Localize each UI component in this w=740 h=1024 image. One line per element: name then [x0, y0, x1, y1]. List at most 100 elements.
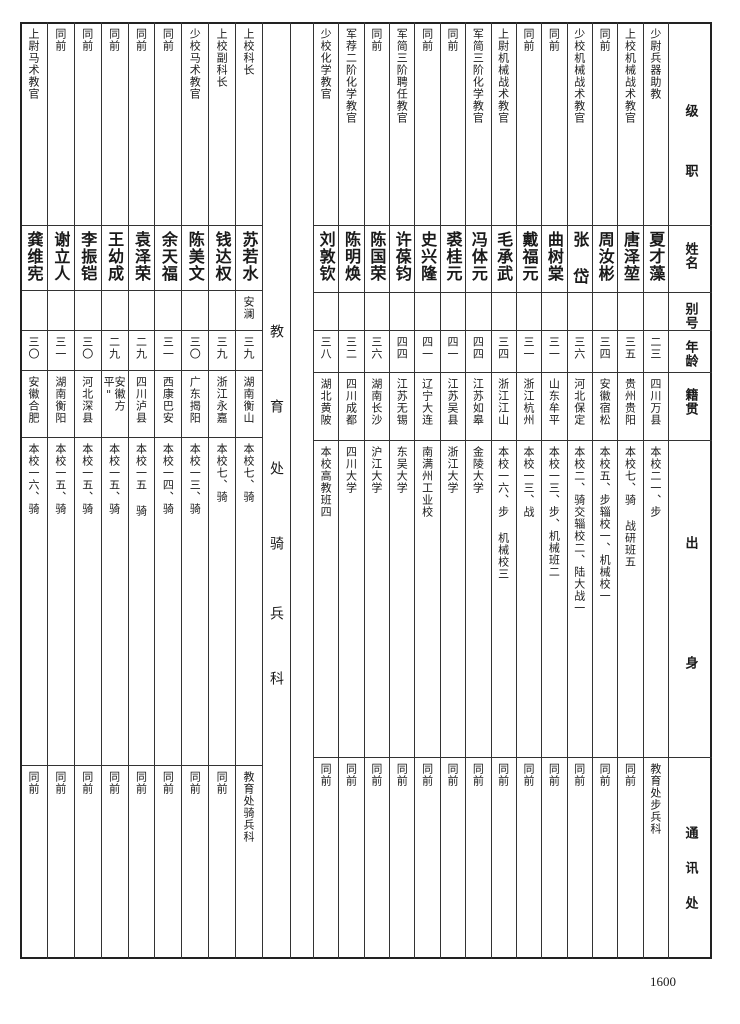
right-row-native: 四川万县	[643, 372, 668, 440]
right-row-title-text: 同前	[445, 28, 459, 52]
left-row-contact: 同前	[154, 765, 181, 959]
left-row-origin: 本校一四、骑	[154, 437, 181, 765]
section-label-char-text: 处	[268, 461, 284, 476]
right-row-native: 浙江杭州	[516, 372, 541, 440]
right-row-name: 张 岱	[567, 225, 592, 292]
header-label: 年龄	[668, 334, 712, 368]
right-row-contact: 同前	[364, 757, 389, 959]
right-row-name-text: 张 岱	[570, 231, 590, 285]
left-row-contact: 同前	[20, 765, 47, 959]
left-row-name: 谢立人	[47, 225, 74, 290]
left-row-origin: 本校一六、骑	[20, 437, 47, 765]
right-row-native: 湖南长沙	[364, 372, 389, 440]
left-row-name: 钱达权	[208, 225, 235, 290]
left-row-age: 三一	[47, 330, 74, 370]
divider	[313, 440, 712, 441]
divider	[642, 22, 644, 959]
left-row-title: 同前	[154, 22, 181, 225]
right-row-age-text: 三五	[623, 336, 637, 360]
left-row-origin: 本校一五 骑	[128, 437, 155, 765]
right-row-contact-text: 同前	[623, 763, 637, 787]
divider	[490, 22, 492, 959]
left-row-title: 少校马术教官	[181, 22, 208, 225]
left-row-native-text: 安徽合肥	[26, 376, 40, 424]
left-row-age: 三九	[208, 330, 235, 370]
left-row-origin-text: 本校一五、骑	[80, 443, 94, 515]
right-row-native-text: 四川万县	[648, 378, 662, 426]
right-row-origin: 本校一六、步 机械校三	[491, 440, 516, 757]
divider	[154, 22, 156, 959]
right-row-age: 三一	[516, 330, 541, 372]
left-row-alias: 安澜	[235, 290, 262, 330]
left-row-name-text: 李振铠	[78, 231, 98, 282]
right-row-native-text: 山东牟平	[547, 378, 561, 426]
right-row-native-text: 四川成都	[344, 378, 358, 426]
left-row-age: 二九	[128, 330, 155, 370]
header-label: 姓名	[668, 236, 712, 270]
right-row-title-text: 少校化学教官	[319, 28, 333, 100]
right-row-origin: 南满州工业校	[414, 440, 439, 757]
left-row-age-text: 三〇	[26, 336, 40, 360]
right-row-age: 三四	[592, 330, 617, 372]
left-row-age: 三〇	[181, 330, 208, 370]
right-row-native: 贵州贵阳	[617, 372, 642, 440]
left-row-title: 同前	[128, 22, 155, 225]
right-row-native-text: 江苏无锡	[395, 378, 409, 426]
divider	[127, 22, 129, 959]
left-row-name-text: 王幼成	[105, 231, 125, 282]
left-row-native-text: 湖南衡山	[242, 376, 256, 424]
right-row-name-text: 裘桂元	[443, 231, 463, 282]
left-row-title-text: 同前	[53, 28, 67, 52]
right-row-title: 上校机械战术教官	[617, 22, 642, 225]
header-label: 身	[668, 650, 712, 670]
header-label-text: 职	[682, 164, 698, 178]
right-row-name: 周汝彬	[592, 225, 617, 292]
right-row-name: 毛承武	[491, 225, 516, 292]
header-label-text: 籍贯	[682, 388, 698, 416]
right-row-name: 史兴隆	[414, 225, 439, 292]
section-label-char: 科	[262, 665, 290, 686]
right-row-title-text: 同前	[598, 28, 612, 52]
right-row-title: 少尉兵器助教	[643, 22, 668, 225]
right-row-origin: 东吴大学	[389, 440, 414, 757]
right-row-alias	[516, 292, 541, 330]
divider	[414, 22, 416, 959]
divider	[313, 757, 712, 758]
right-row-contact-text: 同前	[471, 763, 485, 787]
right-row-native-text: 安徽宿松	[598, 378, 612, 426]
left-row-name-text: 钱达权	[212, 231, 232, 282]
left-row-native: 安徽方平"	[101, 370, 128, 437]
right-row-origin-text: 南满州工业校	[420, 446, 434, 518]
left-row-contact-text: 同前	[53, 771, 67, 795]
divider	[22, 330, 262, 331]
right-row-origin-text: 沪江大学	[369, 446, 383, 494]
divider	[541, 22, 543, 959]
header-label: 职	[668, 158, 712, 178]
section-label-char-text: 教	[268, 324, 284, 339]
right-row-alias	[440, 292, 465, 330]
right-row-contact-text: 同前	[319, 763, 333, 787]
left-row-name-text: 陈美文	[185, 231, 205, 282]
left-row-alias-text: 安澜	[242, 296, 256, 320]
divider	[515, 22, 517, 959]
left-row-title-text: 同前	[107, 28, 121, 52]
left-row-contact: 同前	[128, 765, 155, 959]
left-row-title-text: 同前	[161, 28, 175, 52]
right-row-native: 辽宁大连	[414, 372, 439, 440]
right-row-native-text: 浙江杭州	[522, 378, 536, 426]
right-row-name: 曲树棠	[541, 225, 566, 292]
right-row-contact-text: 同前	[420, 763, 434, 787]
left-row-age-text: 三九	[215, 336, 229, 360]
divider	[73, 22, 75, 959]
right-row-origin: 本校二一、步	[643, 440, 668, 757]
right-row-name-text: 刘敦钦	[316, 231, 336, 282]
right-row-origin: 本校五、步辎校一、机械校一	[592, 440, 617, 757]
left-row-alias	[154, 290, 181, 330]
right-row-alias	[491, 292, 516, 330]
right-row-alias	[541, 292, 566, 330]
right-row-origin-text: 本校五、步辎校一、机械校一	[598, 446, 612, 602]
divider	[46, 22, 48, 959]
right-row-origin-text: 四川大学	[344, 446, 358, 494]
left-row-alias	[74, 290, 101, 330]
right-row-title: 少校化学教官	[313, 22, 338, 225]
